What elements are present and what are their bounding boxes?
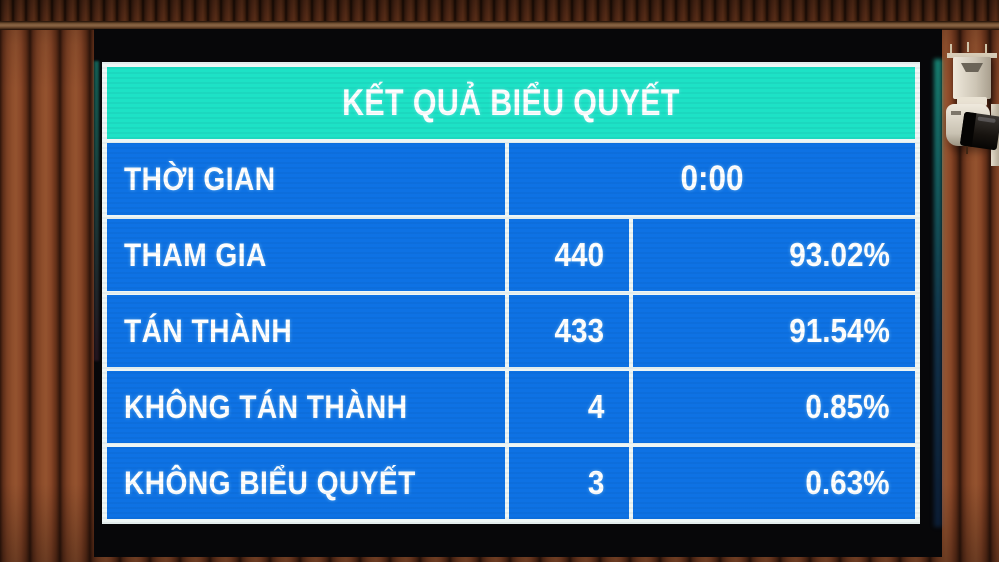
percent-tan-thanh: 91.54%: [633, 295, 915, 367]
count-text: 4: [587, 388, 604, 425]
camera-pin: [967, 42, 969, 52]
label-thoi-gian: THỜI GIAN: [107, 143, 505, 215]
camera-mount-plate: [947, 53, 997, 58]
count-tham-gia: 440: [509, 219, 629, 291]
label-text: TÁN THÀNH: [124, 312, 293, 349]
table-row-tham-gia: THAM GIA 440 93.02%: [107, 219, 915, 291]
label-tan-thanh: TÁN THÀNH: [107, 295, 505, 367]
percent-text: 91.54%: [789, 312, 890, 349]
label-text: THỜI GIAN: [124, 160, 276, 197]
wood-rail: [0, 21, 999, 30]
wood-slat-frieze: [0, 0, 999, 21]
time-value: 0:00: [509, 143, 915, 215]
count-khong-bieu-quyet: 3: [509, 447, 629, 519]
camera-cable: [966, 146, 968, 154]
camera-pin: [950, 44, 952, 54]
percent-text: 0.85%: [805, 388, 890, 425]
table-row-time: THỜI GIAN 0:00: [107, 143, 915, 215]
count-text: 433: [554, 312, 604, 349]
time-text: 0:00: [680, 159, 744, 198]
camera-neck: [957, 97, 987, 106]
board-title: KẾT QUẢ BIỂU QUYẾT: [107, 67, 915, 139]
label-text: KHÔNG TÁN THÀNH: [124, 388, 408, 425]
label-text: THAM GIA: [124, 236, 267, 273]
label-tham-gia: THAM GIA: [107, 219, 505, 291]
percent-khong-bieu-quyet: 0.63%: [633, 447, 915, 519]
table-row-tan-thanh: TÁN THÀNH 433 91.54%: [107, 295, 915, 367]
label-khong-bieu-quyet: KHÔNG BIỂU QUYẾT: [107, 447, 505, 519]
count-khong-tan-thanh: 4: [509, 371, 629, 443]
count-tan-thanh: 433: [509, 295, 629, 367]
percent-khong-tan-thanh: 0.85%: [633, 371, 915, 443]
board-title-text: KẾT QUẢ BIỂU QUYẾT: [342, 82, 680, 123]
percent-text: 93.02%: [789, 236, 890, 273]
camera-lens: [959, 111, 999, 151]
table-row-khong-tan-thanh: KHÔNG TÁN THÀNH 4 0.85%: [107, 371, 915, 443]
camera-pin: [985, 44, 987, 54]
percent-tham-gia: 93.02%: [633, 219, 915, 291]
label-text: KHÔNG BIỂU QUYẾT: [124, 464, 416, 501]
table-row-khong-bieu-quyet: KHÔNG BIỂU QUYẾT 3 0.63%: [107, 447, 915, 519]
count-text: 440: [554, 236, 604, 273]
voting-results-board: KẾT QUẢ BIỂU QUYẾT THỜI GIAN 0:00 THAM G…: [102, 62, 920, 524]
screen-glow-right: [934, 59, 942, 527]
camera-arm: [991, 104, 999, 166]
screen-glow-left: [94, 61, 99, 361]
board-header-row: KẾT QUẢ BIỂU QUYẾT: [107, 67, 915, 139]
count-text: 3: [587, 464, 604, 501]
label-khong-tan-thanh: KHÔNG TÁN THÀNH: [107, 371, 505, 443]
led-display: KẾT QUẢ BIỂU QUYẾT THỜI GIAN 0:00 THAM G…: [94, 29, 942, 557]
camera-head: [946, 104, 990, 146]
camera-bracket: [953, 57, 991, 99]
percent-text: 0.63%: [805, 464, 890, 501]
